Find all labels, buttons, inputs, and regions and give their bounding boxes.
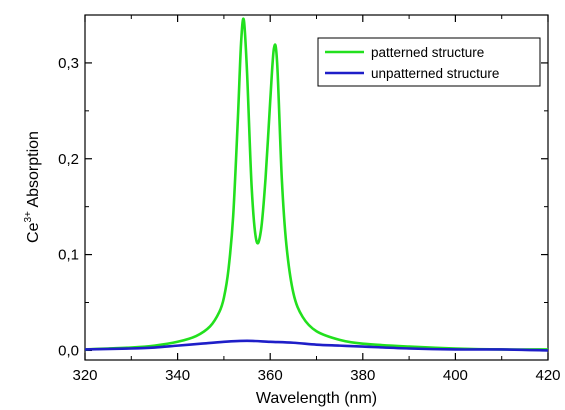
y-tick-label: 0,1 xyxy=(58,247,79,264)
legend: patterned structure unpatterned structur… xyxy=(317,37,541,87)
y-axis-title: Ce3+ Absorption xyxy=(23,131,42,243)
x-tick-label: 360 xyxy=(258,367,283,384)
x-tick-label: 380 xyxy=(350,367,375,384)
legend-label-patterned: patterned structure xyxy=(371,45,484,60)
y-tick-label: 0,3 xyxy=(58,55,79,72)
x-tick-label: 320 xyxy=(72,367,97,384)
y-axis-title-superscript: 3+ xyxy=(23,211,34,223)
series-unpatterned-line xyxy=(84,339,549,352)
series-layer xyxy=(84,17,549,352)
legend-label-unpatterned: unpatterned structure xyxy=(371,66,499,81)
x-tick-label: 420 xyxy=(535,367,560,384)
y-tick-label: 0,0 xyxy=(58,342,79,359)
y-tick-label: 0,2 xyxy=(58,151,79,168)
y-axis-title-prefix: Ce xyxy=(25,222,42,243)
y-axis-title-suffix: Absorption xyxy=(25,131,42,211)
x-axis-title: Wavelength (nm) xyxy=(256,390,377,407)
x-tick-label: 340 xyxy=(165,367,190,384)
axis-ticks: 320 340 360 380 400 420 0,0 0,1 0,2 0,3 xyxy=(58,14,561,384)
series-patterned-line xyxy=(84,17,549,351)
x-tick-label: 400 xyxy=(443,367,468,384)
legend-box xyxy=(317,37,541,87)
